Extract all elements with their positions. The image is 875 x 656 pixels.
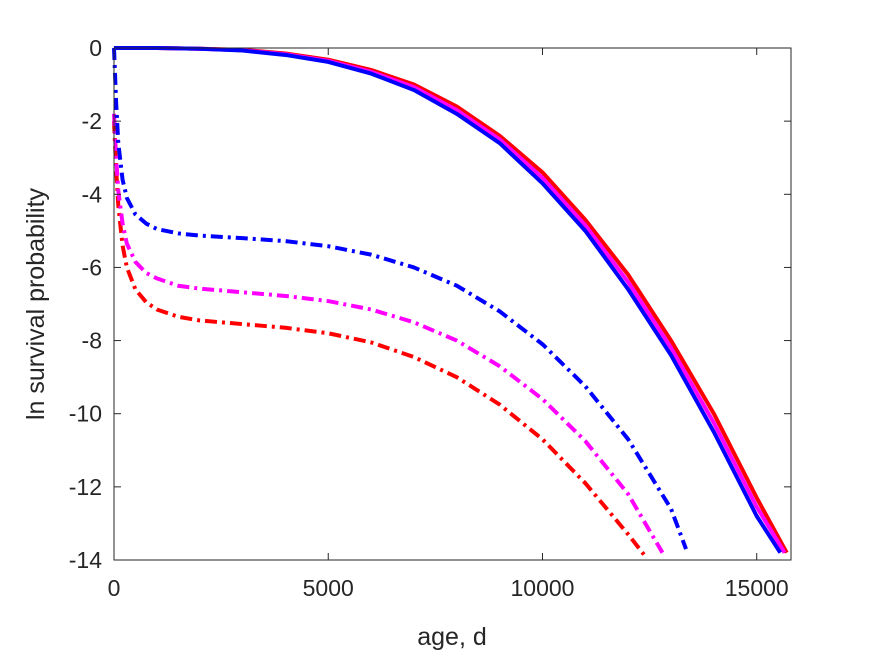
y-tick-label: -8 <box>82 328 102 354</box>
y-tick-label: -12 <box>69 474 102 500</box>
series-line-1 <box>114 46 789 554</box>
y-axis: 0 -2 -4 -6 -8 -10 -12 -14 <box>69 35 791 573</box>
x-axis-label: age, d <box>417 623 487 651</box>
y-tick-label: -4 <box>82 181 103 207</box>
y-tick-label: -2 <box>82 108 102 134</box>
series-lines <box>112 46 789 558</box>
x-tick-label: 15000 <box>725 575 789 601</box>
plot-area-frame <box>113 47 792 561</box>
x-tick-label: 0 <box>108 575 121 601</box>
series-line-6 <box>112 47 688 550</box>
x-tick-label: 5000 <box>303 575 354 601</box>
series-line-2 <box>114 46 787 554</box>
y-tick-label: -6 <box>82 254 102 280</box>
y-tick-label: -10 <box>69 401 102 427</box>
x-axis: 0 5000 10000 15000 <box>108 48 789 601</box>
y-axis-label: ln survival probability <box>22 187 50 420</box>
y-tick-label: 0 <box>89 35 102 61</box>
y-tick-label: -14 <box>69 547 102 573</box>
series-line-4 <box>112 121 647 558</box>
series-line-3 <box>114 46 782 554</box>
x-tick-label: 10000 <box>510 575 574 601</box>
series-line-5 <box>112 113 665 554</box>
